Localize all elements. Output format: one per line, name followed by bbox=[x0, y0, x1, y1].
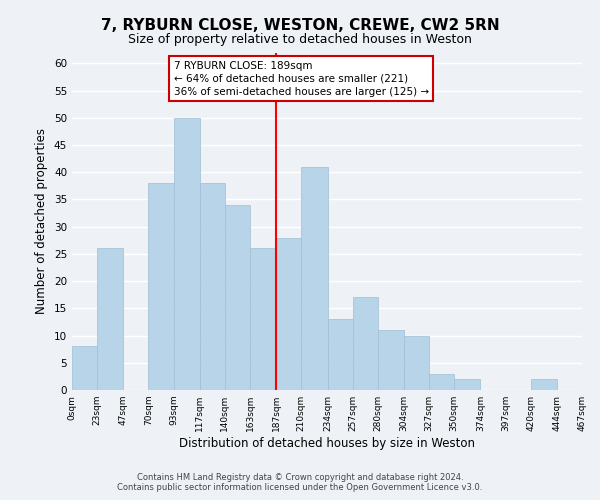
Bar bbox=[454, 379, 481, 390]
Bar bbox=[353, 298, 378, 390]
Text: 7, RYBURN CLOSE, WESTON, CREWE, CW2 5RN: 7, RYBURN CLOSE, WESTON, CREWE, CW2 5RN bbox=[101, 18, 499, 32]
Text: Contains HM Land Registry data © Crown copyright and database right 2024.: Contains HM Land Registry data © Crown c… bbox=[137, 474, 463, 482]
Y-axis label: Number of detached properties: Number of detached properties bbox=[35, 128, 49, 314]
Bar bbox=[378, 330, 404, 390]
Bar bbox=[173, 118, 200, 390]
Bar bbox=[404, 336, 429, 390]
Bar bbox=[250, 248, 276, 390]
Bar bbox=[148, 183, 173, 390]
Bar bbox=[225, 205, 250, 390]
Text: 7 RYBURN CLOSE: 189sqm
← 64% of detached houses are smaller (221)
36% of semi-de: 7 RYBURN CLOSE: 189sqm ← 64% of detached… bbox=[173, 60, 428, 97]
Bar bbox=[72, 346, 97, 390]
Bar bbox=[429, 374, 454, 390]
Bar bbox=[97, 248, 124, 390]
Bar bbox=[200, 183, 225, 390]
Bar bbox=[328, 319, 353, 390]
Text: Size of property relative to detached houses in Weston: Size of property relative to detached ho… bbox=[128, 32, 472, 46]
Bar bbox=[301, 167, 328, 390]
Bar bbox=[530, 379, 557, 390]
Bar bbox=[276, 238, 301, 390]
Text: Contains public sector information licensed under the Open Government Licence v3: Contains public sector information licen… bbox=[118, 484, 482, 492]
X-axis label: Distribution of detached houses by size in Weston: Distribution of detached houses by size … bbox=[179, 437, 475, 450]
